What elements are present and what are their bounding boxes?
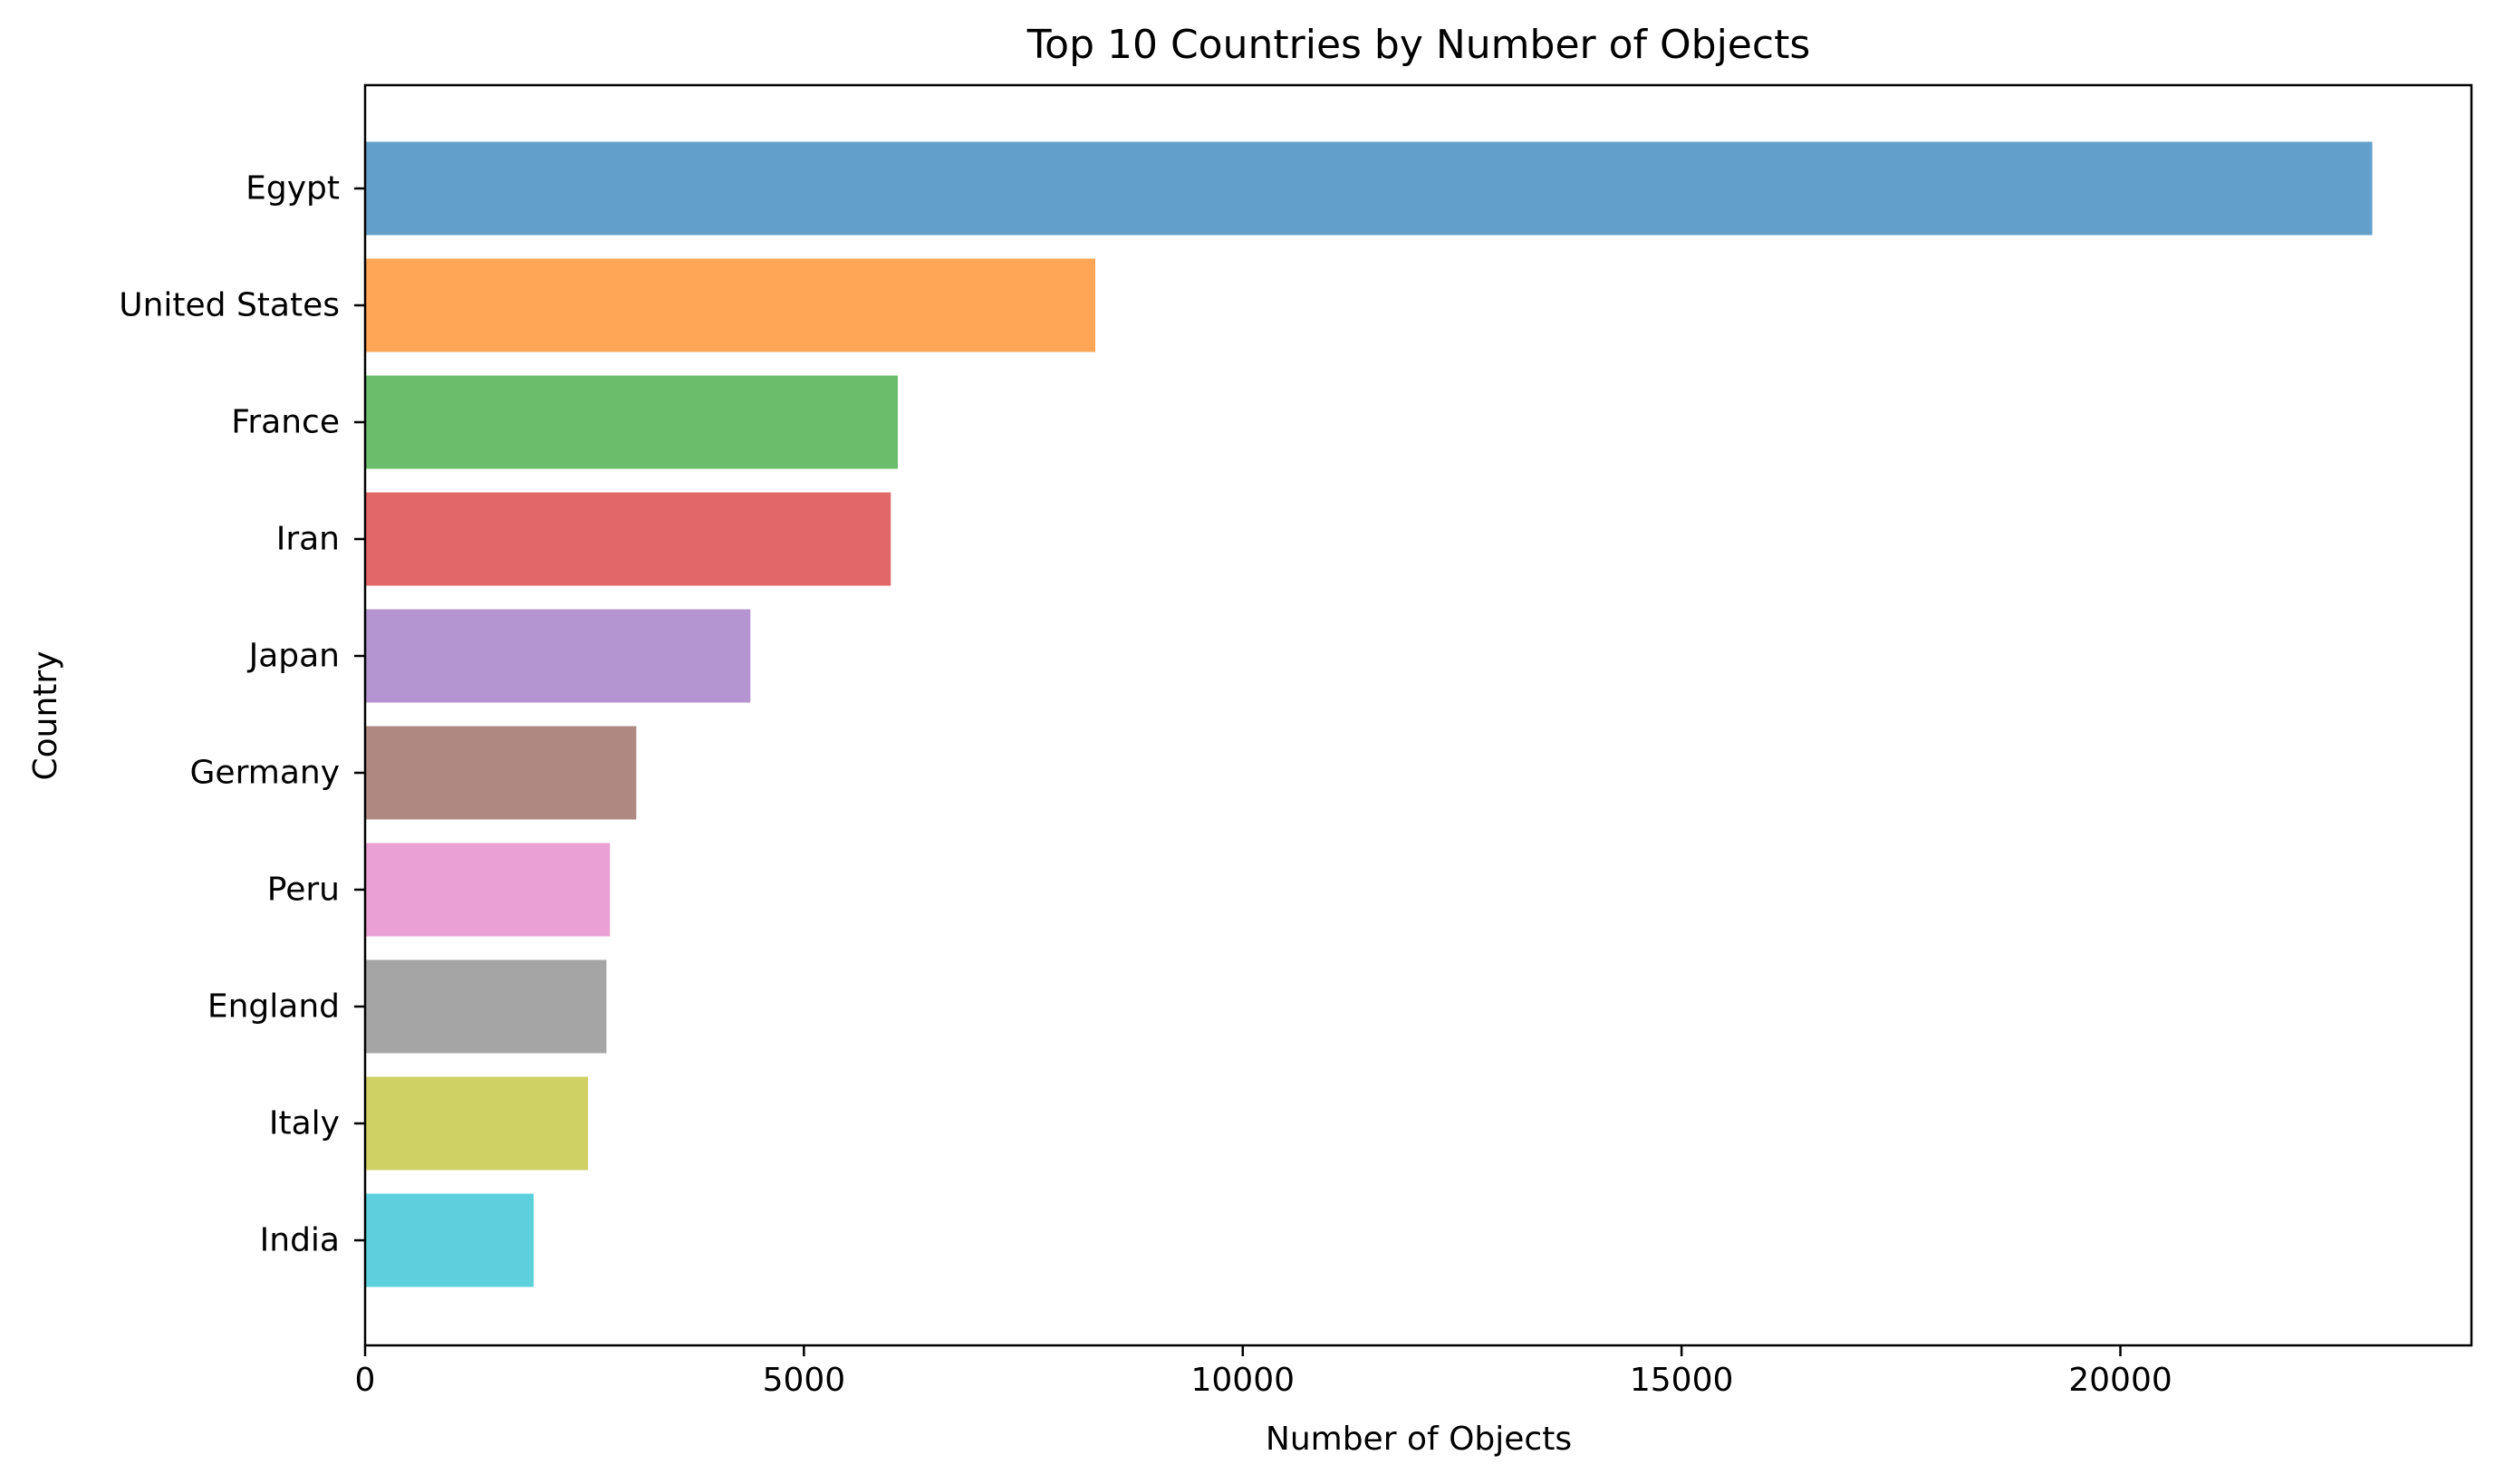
bar-peru <box>365 843 611 937</box>
x-axis-ticks: 0 5000 10000 15000 20000 <box>355 1345 2172 1399</box>
bar-germany <box>365 726 637 820</box>
y-axis-ticks: Egypt United States France Iran Japan Germany… <box>119 170 365 1259</box>
y-tick-label: Iran <box>276 521 340 558</box>
y-tick-label: Egypt <box>246 170 340 207</box>
x-tick-label: 5000 <box>763 1362 846 1399</box>
x-tick-label: 0 <box>355 1362 376 1399</box>
bar-england <box>365 959 607 1054</box>
x-tick-label: 10000 <box>1190 1362 1295 1399</box>
plot-frame <box>363 83 2473 1347</box>
y-tick-label: India <box>260 1222 340 1259</box>
bar-egypt <box>365 141 2373 236</box>
bar-united-states <box>365 258 1095 352</box>
y-tick-label: Italy <box>269 1105 340 1142</box>
chart-title: Top 10 Countries by Number of Objects <box>1026 22 1811 68</box>
x-tick-label: 20000 <box>2068 1362 2172 1399</box>
x-tick-label: 15000 <box>1630 1362 1734 1399</box>
y-tick-label: England <box>207 988 340 1026</box>
y-tick-label: France <box>231 404 340 441</box>
bars-group <box>365 141 2373 1287</box>
y-tick-label: United States <box>119 287 340 324</box>
bar-india <box>365 1193 534 1287</box>
x-axis-label: Number of Objects <box>1266 1421 1572 1458</box>
y-axis-label: Country <box>27 650 64 780</box>
y-tick-label: Germany <box>190 755 340 792</box>
bar-france <box>365 375 899 469</box>
y-tick-label: Japan <box>247 638 340 675</box>
bar-iran <box>365 492 891 586</box>
bar-italy <box>365 1076 589 1171</box>
y-tick-label: Peru <box>267 872 340 909</box>
bar-japan <box>365 609 751 703</box>
